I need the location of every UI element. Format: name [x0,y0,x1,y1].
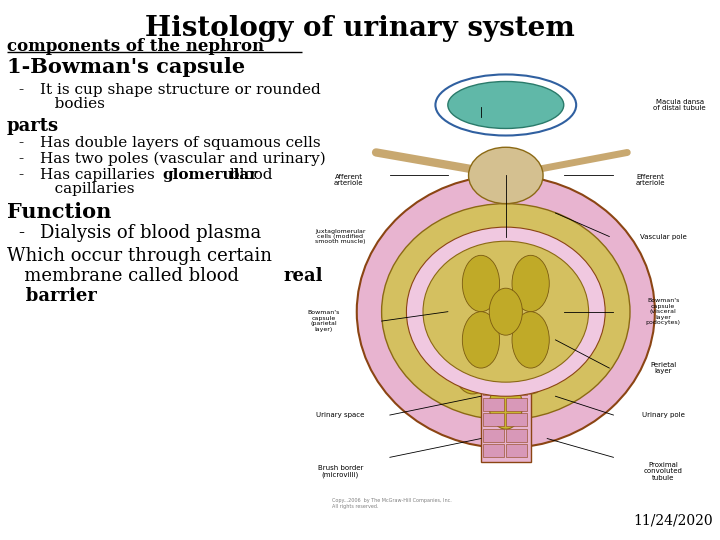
Ellipse shape [485,298,526,363]
Bar [506,397,527,411]
Text: Brush border
(microvilli): Brush border (microvilli) [318,465,363,478]
Text: Urinary pole: Urinary pole [642,412,685,418]
Ellipse shape [512,342,549,394]
Text: Distal tubule: Distal tubule [461,100,510,110]
Text: Has double layers of squamous cells: Has double layers of squamous cells [40,136,320,150]
Text: Has two poles (vascular and urinary): Has two poles (vascular and urinary) [40,152,325,166]
Ellipse shape [512,255,549,312]
Bar [506,413,527,426]
Ellipse shape [448,82,564,129]
Text: Proximal
convoluted
tubule: Proximal convoluted tubule [644,462,683,481]
Text: Bowman's
capsule
(parietal
layer): Bowman's capsule (parietal layer) [307,310,340,332]
Text: Juxtaglomerular
cells (modified
smooth muscle): Juxtaglomerular cells (modified smooth m… [315,228,366,245]
Text: Which occur through certain: Which occur through certain [7,247,272,265]
Ellipse shape [462,312,500,368]
Bar [506,382,527,395]
Bar [506,444,527,457]
Text: Has capillaries: Has capillaries [40,168,164,182]
Text: Vascular pole: Vascular pole [640,233,686,240]
Text: Histology of urinary system: Histology of urinary system [145,15,575,42]
Ellipse shape [490,288,522,335]
Text: real: real [283,267,323,285]
Text: parts: parts [7,117,59,135]
Text: 11/24/2020: 11/24/2020 [634,513,713,527]
Ellipse shape [510,232,552,298]
Text: -: - [18,168,23,182]
Ellipse shape [427,293,460,349]
Ellipse shape [462,255,500,312]
Text: glomerular: glomerular [162,168,257,182]
Ellipse shape [454,342,491,394]
FancyArrowPatch shape [376,152,478,170]
Text: capillaries: capillaries [40,182,135,196]
Text: Afferent
arteriole: Afferent arteriole [334,174,363,186]
FancyArrowPatch shape [534,152,627,170]
Text: bodies: bodies [40,97,105,111]
Text: blood: blood [225,168,272,182]
Text: It is cup shape structure or rounded: It is cup shape structure or rounded [40,83,320,97]
Bar [481,377,531,462]
Bar [506,429,527,442]
Text: components of the nephron: components of the nephron [7,38,264,55]
Ellipse shape [512,312,549,368]
Text: Bowman's
capsule
(visceral
layer
podocytes): Bowman's capsule (visceral layer podocyt… [646,299,680,325]
Ellipse shape [357,176,655,448]
Text: -: - [18,83,23,97]
Text: -: - [18,224,24,242]
Text: Copy...2006  by The McGraw-Hill Companies, Inc.
All rights reserved.: Copy...2006 by The McGraw-Hill Companies… [332,498,451,509]
Bar [483,382,504,395]
Text: Perietal
layer: Perietal layer [650,362,676,374]
Text: Macula dansa
of distal tubule: Macula dansa of distal tubule [653,99,706,111]
Text: 1-Bowman's capsule: 1-Bowman's capsule [7,57,245,77]
Text: -: - [18,136,23,150]
Ellipse shape [547,293,580,349]
Text: Function: Function [7,202,112,222]
Ellipse shape [452,241,493,307]
Text: -: - [18,152,23,166]
Ellipse shape [423,241,588,382]
Text: Dialysis of blood plasma: Dialysis of blood plasma [40,224,261,242]
Ellipse shape [382,204,630,420]
Text: Urinary space: Urinary space [316,412,364,418]
Bar [483,444,504,457]
Bar [483,413,504,426]
Ellipse shape [406,227,605,396]
Text: Efferent
arteriole: Efferent arteriole [636,174,665,186]
Bar [483,397,504,411]
Text: barrier: barrier [7,287,97,305]
Bar [483,429,504,442]
Ellipse shape [469,147,543,204]
Ellipse shape [490,382,522,429]
Text: membrane called blood: membrane called blood [7,267,245,285]
